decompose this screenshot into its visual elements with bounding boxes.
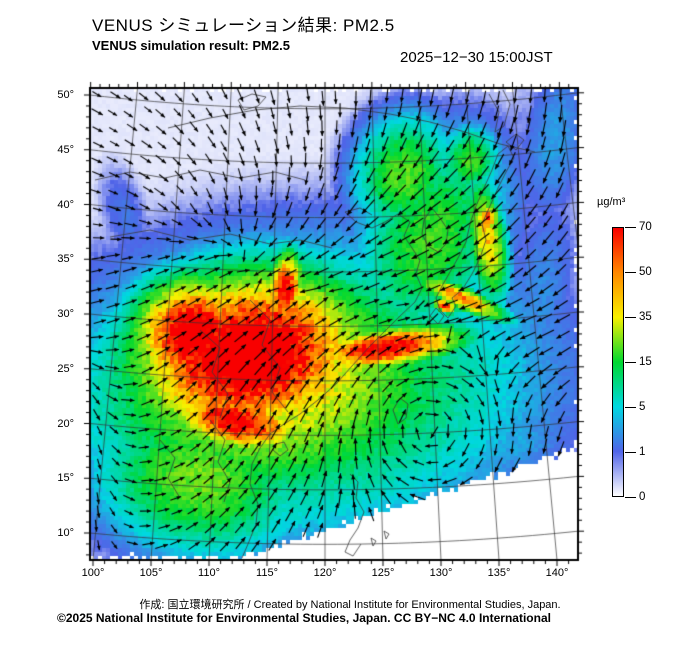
- y-axis-tick-label: 30°: [57, 308, 74, 320]
- colorbar-tick-mark: [625, 316, 636, 318]
- colorbar-tick-mark: [625, 406, 636, 408]
- colorbar-unit-label: µg/m³: [597, 196, 626, 208]
- y-axis-tick-label: 40°: [57, 198, 74, 211]
- y-axis-tick-label: 10°: [57, 527, 74, 539]
- y-axis-tick-label: 50°: [57, 89, 74, 101]
- credit-line: 作成: 国立環境研究所 / Created by National Instit…: [139, 599, 561, 611]
- colorbar-tick-mark: [625, 496, 636, 498]
- figure-title-english: VENUS simulation result: PM2.5: [92, 38, 290, 53]
- colorbar-tick-label: 0: [639, 491, 646, 503]
- x-axis-tick-label: 135°: [487, 567, 511, 579]
- colorbar-tick-mark: [625, 361, 636, 363]
- pm25-colorbar: [612, 227, 624, 497]
- colorbar-tick-label: 50: [639, 266, 652, 278]
- x-axis-tick-label: 100°: [81, 567, 105, 579]
- colorbar-tick-label: 70: [639, 221, 652, 233]
- x-axis-tick-label: 105°: [139, 567, 163, 579]
- y-axis-tick-label: 25°: [57, 362, 74, 375]
- y-axis-tick-label: 35°: [57, 253, 74, 266]
- figure-title-japanese: VENUS シミュレーション結果: PM2.5: [92, 16, 395, 35]
- colorbar-tick-mark: [625, 271, 636, 273]
- y-axis-tick-label: 45°: [57, 143, 74, 156]
- colorbar-tick-mark: [625, 226, 636, 228]
- valid-timestamp: 2025−12−30 15:00JST: [400, 49, 553, 66]
- colorbar-tick-label: 5: [639, 401, 646, 413]
- x-axis-tick-label: 120°: [313, 567, 337, 579]
- y-axis-tick-label: 20°: [57, 417, 74, 430]
- x-axis-tick-label: 110°: [198, 567, 220, 579]
- colorbar-tick-label: 15: [639, 356, 652, 368]
- colorbar-tick-label: 35: [639, 311, 652, 323]
- y-axis-tick-label: 15°: [57, 472, 74, 485]
- x-axis-tick-label: 115°: [256, 567, 278, 579]
- colorbar-tick-mark: [625, 451, 636, 453]
- colorbar-tick-label: 1: [639, 446, 646, 458]
- x-axis-tick-label: 130°: [429, 567, 453, 579]
- x-axis-tick-label: 140°: [545, 567, 569, 579]
- x-axis-tick-label: 125°: [371, 567, 395, 579]
- license-line: ©2025 National Institute for Environment…: [57, 611, 551, 625]
